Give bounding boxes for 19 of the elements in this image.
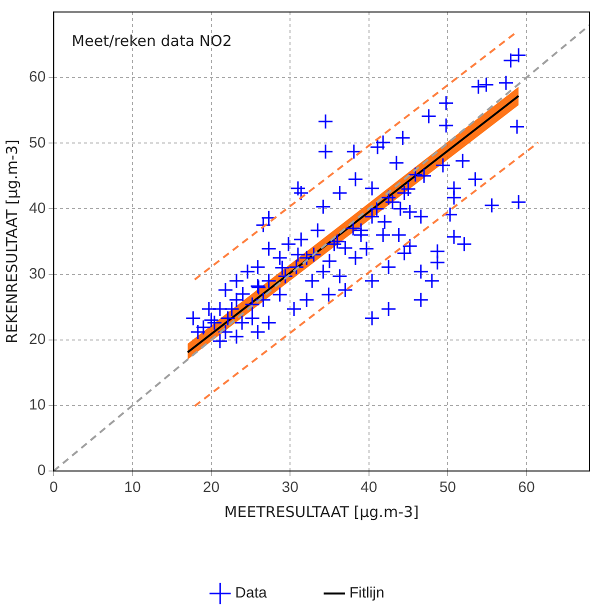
y-tick-label: 40 bbox=[28, 200, 46, 217]
text: Meet/reken data NO2 bbox=[72, 32, 232, 50]
x-tick-label: 20 bbox=[202, 479, 220, 496]
x-tick-label: 40 bbox=[360, 479, 378, 496]
x-tick-label: 0 bbox=[50, 479, 58, 496]
y-tick-label: 50 bbox=[28, 134, 46, 152]
y-tick-label: 10 bbox=[28, 396, 46, 414]
legend-label: Data bbox=[235, 584, 268, 602]
x-axis-title: MEETRESULTAAT [µg.m-3] bbox=[224, 502, 419, 521]
x-tick-label: 30 bbox=[282, 479, 298, 496]
legend-label: Fitlijn bbox=[349, 584, 384, 602]
y-axis-title: REKENRESULTAAT [µg.m-3] bbox=[2, 140, 21, 344]
y-tick-label: 0 bbox=[37, 462, 46, 480]
x-tick-label: 10 bbox=[124, 479, 141, 496]
y-tick-label: 30 bbox=[28, 265, 46, 282]
y-tick-label: 60 bbox=[28, 68, 46, 86]
x-tick-label: 60 bbox=[518, 479, 535, 496]
x-tick-label: 50 bbox=[439, 479, 456, 496]
y-tick-label: 20 bbox=[28, 331, 46, 348]
